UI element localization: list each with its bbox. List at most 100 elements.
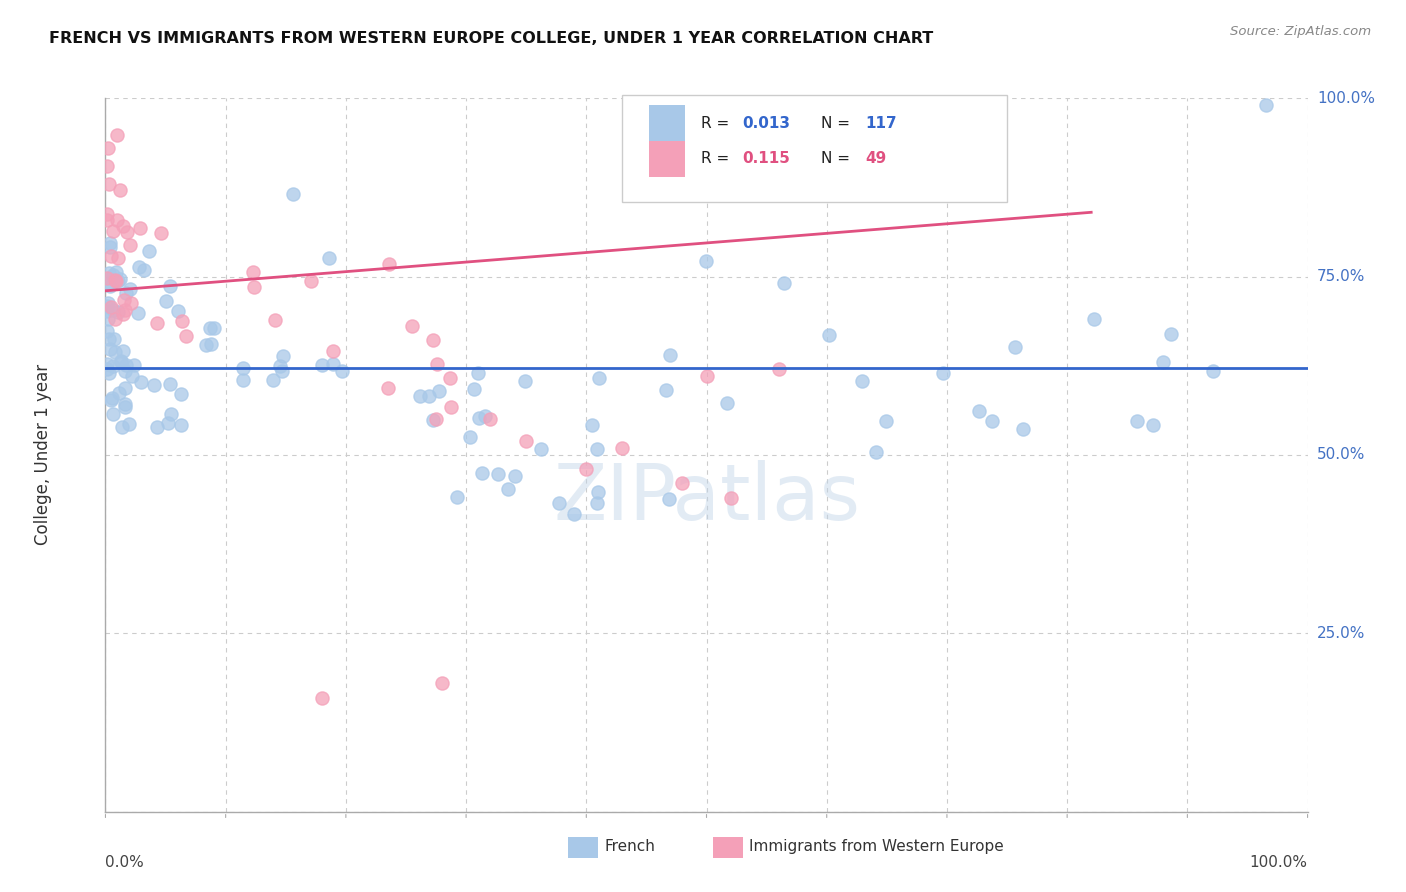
Point: [439, 371, 461, 385]
Point: [159, 279, 181, 293]
Point: [98, 366, 121, 380]
Text: N =: N =: [821, 152, 855, 166]
Point: [768, 362, 790, 376]
Text: 49: 49: [865, 152, 886, 166]
Point: [96, 357, 118, 371]
Point: [105, 128, 128, 142]
Point: [322, 357, 344, 371]
Point: [332, 364, 354, 378]
Point: [1152, 355, 1174, 369]
Point: [1202, 364, 1225, 378]
Point: [773, 276, 796, 290]
Point: [496, 482, 519, 496]
Point: [167, 303, 190, 318]
Point: [96, 212, 118, 227]
Point: [103, 224, 125, 238]
Point: [96, 207, 118, 221]
Point: [586, 496, 609, 510]
Point: [1083, 311, 1105, 326]
Point: [720, 491, 742, 505]
Point: [1011, 422, 1033, 436]
Point: [155, 294, 177, 309]
Point: [143, 378, 166, 392]
Point: [322, 343, 344, 358]
Bar: [648, 141, 685, 177]
Point: [114, 400, 136, 414]
Point: [318, 252, 340, 266]
Point: [96, 159, 118, 173]
Point: [146, 420, 169, 434]
Point: [97, 177, 120, 191]
Point: [101, 391, 124, 405]
Point: [425, 412, 447, 426]
Text: 75.0%: 75.0%: [1317, 269, 1365, 284]
Point: [108, 183, 131, 197]
Point: [671, 476, 693, 491]
Point: [114, 381, 136, 395]
Point: [132, 262, 155, 277]
Point: [981, 414, 1004, 428]
Point: [378, 257, 401, 271]
Point: [409, 389, 432, 403]
Point: [111, 344, 134, 359]
Point: [271, 349, 294, 363]
Point: [377, 381, 399, 395]
Point: [422, 413, 444, 427]
Point: [232, 360, 254, 375]
Point: [110, 272, 132, 286]
Point: [118, 237, 141, 252]
Point: [107, 274, 129, 288]
Point: [129, 221, 152, 235]
Point: [575, 462, 598, 476]
Point: [515, 434, 537, 448]
Point: [111, 219, 134, 234]
Point: [170, 314, 193, 328]
Point: [474, 409, 496, 423]
Point: [120, 295, 142, 310]
Point: [269, 359, 291, 374]
Point: [159, 407, 181, 421]
Point: [659, 348, 682, 362]
Point: [418, 389, 440, 403]
Point: [98, 276, 121, 290]
Point: [200, 321, 222, 335]
FancyBboxPatch shape: [623, 95, 1007, 202]
Point: [696, 369, 718, 384]
Point: [114, 359, 136, 373]
Point: [121, 369, 143, 384]
Text: 0.013: 0.013: [742, 116, 790, 130]
Point: [967, 403, 990, 417]
Point: [115, 285, 138, 300]
Point: [440, 400, 463, 414]
Point: [529, 442, 551, 457]
Point: [1254, 98, 1277, 112]
Text: R =: R =: [700, 116, 734, 130]
Point: [118, 417, 141, 432]
Point: [865, 445, 887, 459]
Point: [262, 373, 284, 387]
Point: [658, 492, 681, 507]
Point: [242, 279, 264, 293]
Text: 117: 117: [865, 116, 897, 130]
Text: French: French: [605, 839, 655, 855]
Point: [170, 418, 193, 433]
Point: [716, 395, 738, 409]
Point: [401, 319, 423, 334]
Point: [581, 417, 603, 432]
Point: [104, 274, 127, 288]
Point: [150, 226, 173, 240]
Point: [117, 225, 139, 239]
Point: [242, 264, 264, 278]
Point: [513, 374, 536, 388]
Text: 100.0%: 100.0%: [1250, 855, 1308, 870]
Point: [195, 338, 218, 352]
Point: [851, 374, 873, 388]
Point: [655, 383, 678, 397]
Point: [103, 407, 125, 421]
Point: [612, 441, 634, 455]
Point: [174, 329, 197, 343]
Point: [427, 384, 450, 399]
Point: [129, 375, 152, 389]
Point: [101, 303, 124, 318]
Point: [468, 410, 491, 425]
